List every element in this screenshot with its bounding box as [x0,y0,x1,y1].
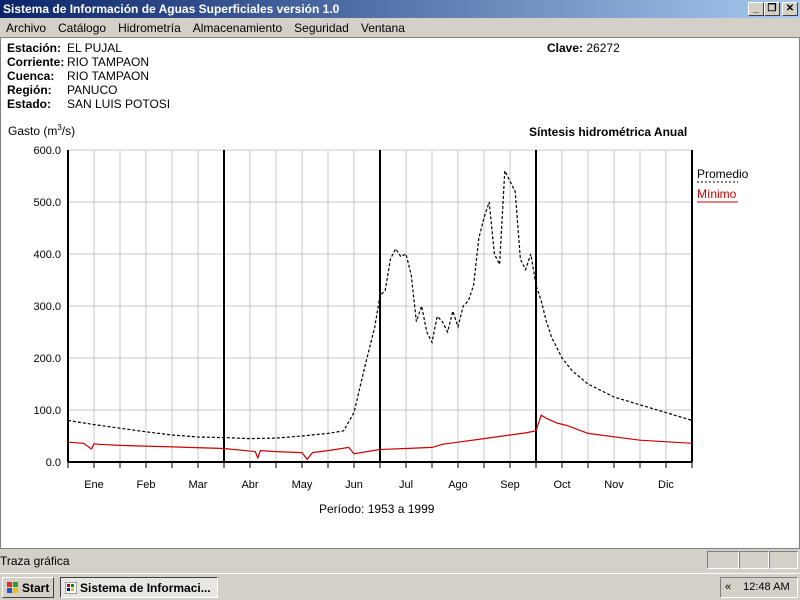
x-tick-label: Feb [137,479,156,491]
x-tick-label: Oct [553,479,570,491]
x-tick-label: May [292,479,313,491]
x-tick-label: Nov [604,479,624,491]
y-axis-label: Gasto (m3/s) [8,123,76,138]
window-title: Sistema de Información de Aguas Superfic… [3,2,340,16]
y-tick-label: 500.0 [33,197,61,209]
app-icon [65,582,77,594]
cuenca-label: Cuenca: [7,69,55,83]
synthesis-title: Síntesis hidrométrica Anual [529,125,688,139]
tray-expand-icon[interactable]: « [725,581,732,593]
title-bar: Sistema de Información de Aguas Superfic… [0,0,800,18]
y-tick-label: 400.0 [33,249,61,261]
periodo-label: Período: 1953 a 1999 [319,502,435,516]
clave: Clave: 26272 [547,41,620,55]
station-info: Estación: EL PUJAL Corriente: RIO TAMPAON … [7,41,170,111]
menu-catalogo[interactable]: Catálogo [58,21,107,35]
y-tick-label: 0.0 [46,457,61,469]
menu-seguridad[interactable]: Seguridad [294,21,349,35]
corriente-label: Corriente: [7,55,65,69]
clock: 12:48 AM [743,581,790,593]
estado-value: SAN LUIS POTOSI [67,97,171,111]
x-tick-label: Sep [500,479,520,491]
series-line-0 [67,168,693,440]
start-label: Start [22,581,50,595]
clave-label: Clave: [547,41,584,55]
hydrograph-chart: 0.0 100.0 200.0 300.0 400.0 500.0 600.0 Ene Feb M… [33,145,749,491]
menu-ventana[interactable]: Ventana [360,21,405,35]
x-tick-label: Ago [448,479,468,491]
y-tick-label: 100.0 [33,405,61,417]
taskbar-app-label: Sistema de Informaci... [80,581,211,595]
series-line-1 [67,414,693,461]
minimize-button[interactable]: _ [748,2,764,16]
windows-flag-icon [7,582,18,593]
legend-label: Mínimo [697,187,737,201]
taskbar-app-button[interactable]: Sistema de Informaci... [60,577,218,598]
y-tick-label: 300.0 [33,301,61,313]
menu-almacenamiento[interactable]: Almacenamiento [192,21,283,35]
corriente-value: RIO TAMPAON [67,55,150,69]
start-button[interactable]: Start [2,577,54,598]
clave-value: 26272 [586,41,620,55]
estado-label: Estado: [7,97,52,111]
x-tick-label: Abr [241,479,258,491]
x-tick-label: Dic [658,479,674,491]
menu-bar: Archivo Catálogo Hidrometría Almacenamie… [0,18,800,37]
status-panel-3 [769,551,798,569]
status-bar: Traza gráfica [0,549,800,571]
chart-window: Estación: EL PUJAL Corriente: RIO TAMPAON … [0,37,800,549]
y-tick-label: 600.0 [33,145,61,157]
region-label: Región: [7,83,52,97]
x-tick-label: Ene [84,479,104,491]
restore-button[interactable]: ❐ [764,2,780,16]
system-tray: « 12:48 AM [720,577,798,598]
menu-archivo[interactable]: Archivo [6,21,47,35]
taskbar: Start Sistema de Informaci... « 12:48 AM [0,573,800,600]
menu-hidrometria[interactable]: Hidrometría [118,21,181,35]
status-panel-1 [707,551,739,569]
y-tick-label: 200.0 [33,353,61,365]
estacion-label: Estación: [7,41,62,55]
close-button[interactable]: ✕ [782,2,798,16]
cuenca-value: RIO TAMPAON [67,69,150,83]
x-tick-label: Jun [345,479,363,491]
x-tick-label: Mar [189,479,208,491]
status-panel-2 [739,551,769,569]
estacion-value: EL PUJAL [67,41,122,55]
x-tick-label: Jul [399,479,413,491]
status-text: Traza gráfica [0,554,70,568]
region-value: PANUCO [67,83,118,97]
legend-label: Promedio [697,167,749,181]
